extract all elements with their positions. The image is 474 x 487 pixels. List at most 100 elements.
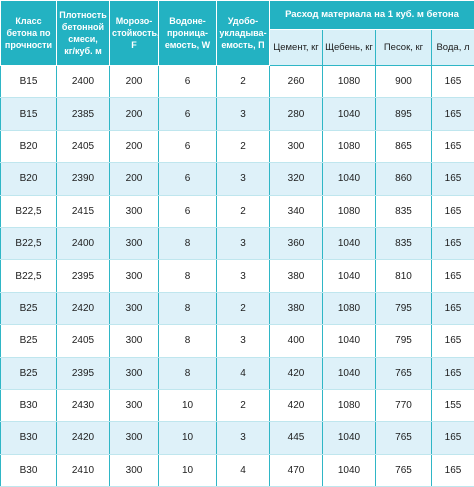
header-material-consumption: Расход материала на 1 куб. м бетона: [270, 1, 474, 30]
cell-gravel: 1080: [323, 292, 376, 324]
cell-cement: 260: [270, 66, 323, 98]
cell-frost-resistance: 200: [110, 66, 159, 98]
cell-sand: 900: [376, 66, 432, 98]
cell-water-impermeability: 8: [159, 325, 217, 357]
cell-cement: 420: [270, 357, 323, 389]
cell-water-liters: 165: [432, 325, 474, 357]
cell-sand: 765: [376, 357, 432, 389]
cell-class: B30: [1, 389, 57, 421]
header-cement: Цемент, кг: [270, 30, 323, 66]
cell-gravel: 1040: [323, 422, 376, 454]
cell-density: 2390: [57, 163, 110, 195]
cell-density: 2420: [57, 422, 110, 454]
cell-class: B20: [1, 163, 57, 195]
cell-workability: 2: [217, 66, 270, 98]
header-water-impermeability: Водоне- проница- емость, W: [159, 1, 217, 66]
cell-workability: 3: [217, 325, 270, 357]
cell-sand: 835: [376, 227, 432, 259]
cell-class: B25: [1, 292, 57, 324]
cell-cement: 445: [270, 422, 323, 454]
cell-gravel: 1040: [323, 454, 376, 486]
cell-water-liters: 155: [432, 389, 474, 421]
cell-water-impermeability: 8: [159, 357, 217, 389]
cell-water-impermeability: 8: [159, 227, 217, 259]
cell-workability: 4: [217, 454, 270, 486]
cell-cement: 400: [270, 325, 323, 357]
cell-gravel: 1040: [323, 260, 376, 292]
cell-sand: 765: [376, 422, 432, 454]
cell-water-liters: 165: [432, 195, 474, 227]
cell-frost-resistance: 300: [110, 325, 159, 357]
cell-sand: 765: [376, 454, 432, 486]
cell-frost-resistance: 300: [110, 422, 159, 454]
cell-class: B25: [1, 325, 57, 357]
cell-sand: 810: [376, 260, 432, 292]
cell-density: 2405: [57, 325, 110, 357]
cell-sand: 770: [376, 389, 432, 421]
cell-class: B15: [1, 66, 57, 98]
cell-density: 2395: [57, 357, 110, 389]
cell-water-impermeability: 6: [159, 195, 217, 227]
cell-workability: 2: [217, 130, 270, 162]
header-density: Плотность бетонной смеси, кг/куб. м: [57, 1, 110, 66]
cell-sand: 865: [376, 130, 432, 162]
cell-gravel: 1080: [323, 195, 376, 227]
cell-density: 2405: [57, 130, 110, 162]
cell-water-impermeability: 10: [159, 454, 217, 486]
header-gravel: Щебень, кг: [323, 30, 376, 66]
cell-gravel: 1040: [323, 357, 376, 389]
cell-workability: 2: [217, 195, 270, 227]
cell-sand: 835: [376, 195, 432, 227]
cell-workability: 3: [217, 227, 270, 259]
cell-gravel: 1040: [323, 98, 376, 130]
cell-water-liters: 165: [432, 98, 474, 130]
cell-water-impermeability: 10: [159, 389, 217, 421]
cell-gravel: 1040: [323, 227, 376, 259]
cell-gravel: 1040: [323, 325, 376, 357]
cell-water-liters: 165: [432, 357, 474, 389]
cell-cement: 300: [270, 130, 323, 162]
cell-gravel: 1080: [323, 66, 376, 98]
cell-workability: 4: [217, 357, 270, 389]
cell-density: 2385: [57, 98, 110, 130]
cell-frost-resistance: 300: [110, 357, 159, 389]
cell-water-liters: 165: [432, 454, 474, 486]
cell-workability: 2: [217, 389, 270, 421]
cell-sand: 795: [376, 292, 432, 324]
cell-class: B30: [1, 454, 57, 486]
cell-frost-resistance: 200: [110, 130, 159, 162]
header-class: Класс бетона по прочности: [1, 1, 57, 66]
cell-workability: 3: [217, 260, 270, 292]
cell-cement: 380: [270, 292, 323, 324]
cell-water-liters: 165: [432, 422, 474, 454]
cell-workability: 2: [217, 292, 270, 324]
cell-class: B25: [1, 357, 57, 389]
cell-gravel: 1080: [323, 389, 376, 421]
cell-water-impermeability: 8: [159, 260, 217, 292]
cell-cement: 320: [270, 163, 323, 195]
cell-water-liters: 165: [432, 227, 474, 259]
cell-class: B22,5: [1, 260, 57, 292]
cell-density: 2395: [57, 260, 110, 292]
cell-gravel: 1040: [323, 163, 376, 195]
cell-density: 2400: [57, 227, 110, 259]
cell-frost-resistance: 300: [110, 260, 159, 292]
cell-water-liters: 165: [432, 130, 474, 162]
cell-class: B20: [1, 130, 57, 162]
cell-water-liters: 165: [432, 66, 474, 98]
cell-density: 2400: [57, 66, 110, 98]
cell-density: 2410: [57, 454, 110, 486]
cell-gravel: 1080: [323, 130, 376, 162]
cell-class: B22,5: [1, 227, 57, 259]
